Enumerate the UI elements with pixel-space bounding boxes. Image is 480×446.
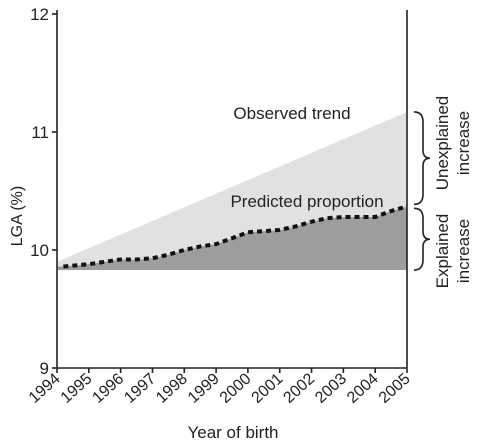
x-ticks: 1994199519961997199819992000200120022003… <box>26 368 414 407</box>
y-axis-label: LGA (%) <box>9 186 26 246</box>
observed-trend-label: Observed trend <box>233 104 350 123</box>
x-tick-label: 2002 <box>280 370 318 407</box>
y-ticks: 9 10 11 12 <box>30 5 57 378</box>
x-tick-label: 1995 <box>58 370 96 407</box>
explained-label-line2: increase <box>454 219 473 283</box>
unexplained-increase-brace <box>413 111 431 206</box>
y-tick-label: 12 <box>30 5 49 24</box>
y-tick-label: 11 <box>31 123 49 142</box>
predicted-proportion-label: Predicted proportion <box>230 192 383 211</box>
unexplained-label-line2: increase <box>454 111 473 175</box>
explained-increase-brace <box>413 207 431 271</box>
x-tick-label: 2005 <box>376 370 414 407</box>
y-tick-label: 9 <box>40 359 49 378</box>
x-tick-label: 1999 <box>185 370 223 407</box>
x-tick-label: 1997 <box>121 370 159 407</box>
x-tick-label: 2004 <box>344 370 382 407</box>
unexplained-label-line1: Unexplained <box>433 96 452 191</box>
predicted-proportion-line <box>63 204 408 269</box>
x-tick-label: 2003 <box>312 370 350 407</box>
x-tick-label: 1998 <box>153 370 191 407</box>
plot-area <box>57 111 408 271</box>
explained-label-line1: Explained <box>433 214 452 289</box>
x-tick-label: 2000 <box>217 370 255 407</box>
y-tick-label: 10 <box>30 241 49 260</box>
x-tick-label: 1996 <box>89 370 127 407</box>
x-tick-label: 2001 <box>249 370 287 407</box>
x-axis-label: Year of birth <box>187 423 278 442</box>
